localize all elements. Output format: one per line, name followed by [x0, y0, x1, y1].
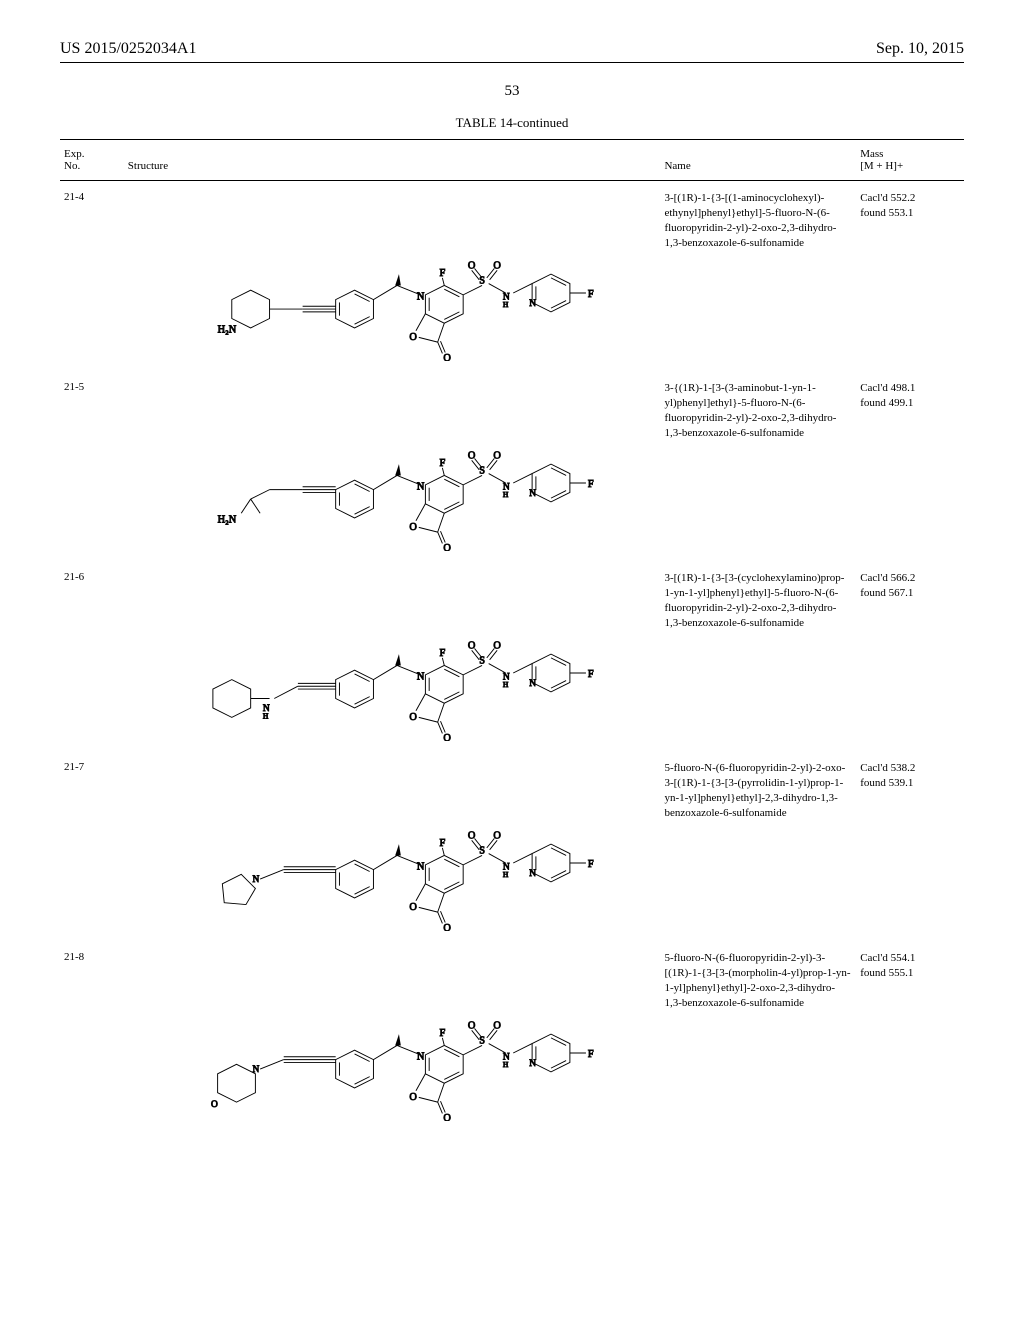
svg-text:O: O: [493, 640, 501, 651]
svg-text:O: O: [468, 260, 476, 271]
svg-text:H: H: [503, 680, 509, 689]
svg-text:H₂N: H₂N: [217, 515, 236, 526]
svg-text:O: O: [443, 353, 451, 361]
svg-text:F: F: [439, 268, 445, 279]
col-header-structure: Structure: [124, 140, 661, 181]
patent-date: Sep. 10, 2015: [876, 40, 964, 58]
document-header: US 2015/0252034A1 Sep. 10, 2015: [60, 40, 964, 63]
svg-text:N: N: [417, 862, 425, 873]
svg-text:N: N: [417, 672, 425, 683]
cell-name: 3-[(1R)-1-{3-[(1-aminocyclohexyl)-ethyny…: [660, 181, 856, 372]
cell-mass: Cacl'd 538.2found 539.1: [856, 751, 964, 941]
svg-text:N: N: [529, 679, 536, 689]
svg-text:O: O: [468, 1020, 476, 1031]
chemical-structure-svg: N N O O F S O O: [128, 761, 657, 931]
svg-text:O: O: [443, 1113, 451, 1121]
svg-text:F: F: [588, 479, 594, 490]
cell-structure: H₂N N O O F S O: [124, 371, 661, 561]
svg-text:H: H: [503, 1060, 509, 1069]
chemical-structure-svg: H₂N N O O F S O: [128, 381, 657, 551]
svg-text:O: O: [493, 830, 501, 841]
svg-text:H: H: [503, 490, 509, 499]
table-title: TABLE 14-continued: [60, 115, 964, 131]
cell-structure: O N N O O F S O: [124, 941, 661, 1131]
svg-text:S: S: [479, 276, 485, 287]
svg-text:O: O: [443, 923, 451, 931]
svg-text:N: N: [252, 1065, 259, 1075]
patent-number: US 2015/0252034A1: [60, 40, 196, 58]
cell-exp: 21-7: [60, 751, 124, 941]
svg-text:N: N: [529, 1059, 536, 1069]
table-row: 21-7 N N O O F: [60, 751, 964, 941]
svg-text:H: H: [503, 300, 509, 309]
svg-text:O: O: [211, 1100, 218, 1110]
svg-text:F: F: [439, 458, 445, 469]
svg-text:F: F: [439, 1028, 445, 1039]
chemical-structure-svg: N H N O O F S O: [128, 571, 657, 741]
svg-text:O: O: [468, 830, 476, 841]
col-header-exp: Exp. No.: [60, 140, 124, 181]
svg-text:F: F: [439, 648, 445, 659]
table-row: 21-4 H₂N N O O F: [60, 181, 964, 372]
cell-mass: Cacl'd 554.1found 555.1: [856, 941, 964, 1131]
cell-structure: N N O O F S O O: [124, 751, 661, 941]
svg-text:N: N: [417, 292, 425, 303]
svg-text:H₂N: H₂N: [217, 325, 236, 336]
svg-text:N: N: [417, 482, 425, 493]
svg-text:N: N: [529, 869, 536, 879]
cell-structure: N H N O O F S O: [124, 561, 661, 751]
table-row: 21-6 N H N O O: [60, 561, 964, 751]
svg-text:F: F: [588, 669, 594, 680]
svg-text:O: O: [409, 902, 417, 913]
chemical-structure-svg: O N N O O F S O: [128, 951, 657, 1121]
svg-text:O: O: [443, 543, 451, 551]
col-header-name: Name: [660, 140, 856, 181]
cell-structure: H₂N N O O F S O O: [124, 181, 661, 372]
svg-text:S: S: [479, 846, 485, 857]
cell-exp: 21-4: [60, 181, 124, 372]
cell-name: 5-fluoro-N-(6-fluoropyridin-2-yl)-3-[(1R…: [660, 941, 856, 1131]
svg-text:S: S: [479, 656, 485, 667]
svg-text:N: N: [529, 489, 536, 499]
cell-exp: 21-5: [60, 371, 124, 561]
svg-text:H: H: [263, 711, 269, 720]
svg-text:O: O: [409, 712, 417, 723]
cell-name: 5-fluoro-N-(6-fluoropyridin-2-yl)-2-oxo-…: [660, 751, 856, 941]
svg-text:O: O: [493, 260, 501, 271]
cell-name: 3-{(1R)-1-[3-(3-aminobut-1-yn-1-yl)pheny…: [660, 371, 856, 561]
svg-text:O: O: [468, 450, 476, 461]
table-row: 21-5 H₂N N O O: [60, 371, 964, 561]
compound-table: Exp. No. Structure Name Mass [M + H]+ 21…: [60, 139, 964, 1131]
svg-text:N: N: [417, 1052, 425, 1063]
svg-text:N: N: [252, 875, 259, 885]
svg-text:O: O: [443, 733, 451, 741]
svg-text:H: H: [503, 870, 509, 879]
svg-text:F: F: [588, 289, 594, 300]
svg-text:S: S: [479, 1036, 485, 1047]
cell-mass: Cacl'd 552.2found 553.1: [856, 181, 964, 372]
svg-text:O: O: [468, 640, 476, 651]
svg-text:S: S: [479, 466, 485, 477]
chemical-structure-svg: H₂N N O O F S O O: [128, 191, 657, 361]
cell-mass: Cacl'd 498.1found 499.1: [856, 371, 964, 561]
svg-text:N: N: [529, 299, 536, 309]
svg-text:F: F: [588, 1049, 594, 1060]
svg-text:F: F: [439, 838, 445, 849]
svg-text:F: F: [588, 859, 594, 870]
svg-text:O: O: [493, 1020, 501, 1031]
svg-text:O: O: [409, 332, 417, 343]
svg-text:O: O: [409, 1092, 417, 1103]
cell-mass: Cacl'd 566.2found 567.1: [856, 561, 964, 751]
col-header-mass: Mass [M + H]+: [856, 140, 964, 181]
svg-text:O: O: [409, 522, 417, 533]
table-row: 21-8 O N N O O: [60, 941, 964, 1131]
cell-exp: 21-8: [60, 941, 124, 1131]
cell-name: 3-[(1R)-1-{3-[3-(cyclohexylamino)prop-1-…: [660, 561, 856, 751]
cell-exp: 21-6: [60, 561, 124, 751]
page-number: 53: [60, 83, 964, 100]
svg-text:O: O: [493, 450, 501, 461]
